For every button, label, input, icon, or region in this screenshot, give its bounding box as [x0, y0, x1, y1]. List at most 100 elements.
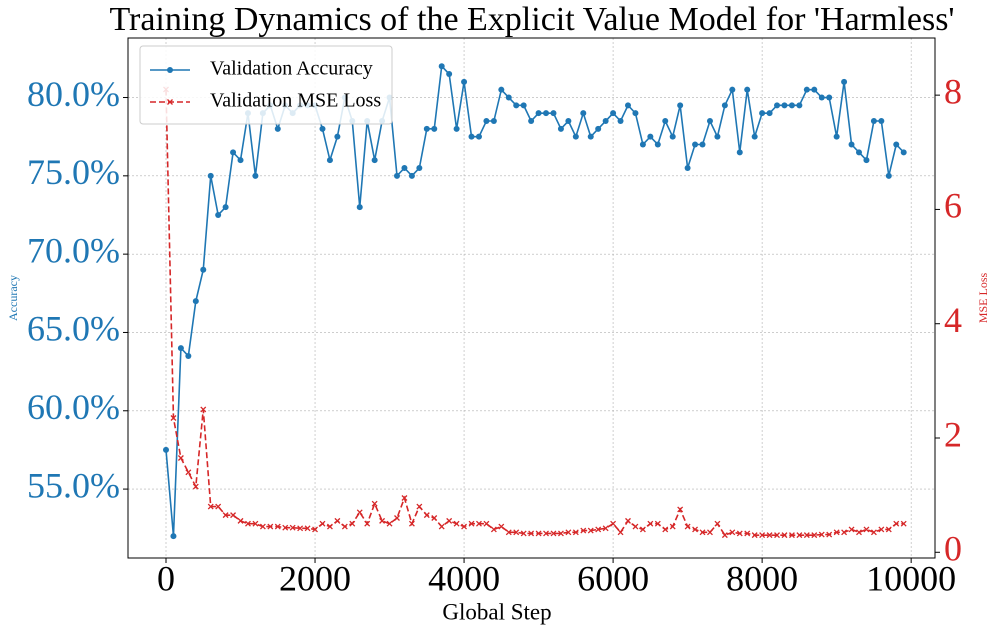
- point-marker: [856, 529, 862, 536]
- point-marker: [714, 520, 721, 527]
- point-marker: [394, 515, 400, 521]
- point-marker: [282, 524, 289, 531]
- series-line: [165, 64, 905, 537]
- point-marker: [699, 529, 706, 536]
- point-marker: [222, 512, 229, 519]
- point-marker: [543, 530, 549, 537]
- y2-tick-label: 2: [944, 414, 962, 454]
- point-marker: [617, 118, 624, 125]
- point-marker: [528, 530, 535, 537]
- x-tick-label: 10000: [866, 558, 956, 598]
- point-marker: [565, 529, 572, 536]
- point-marker: [595, 526, 602, 533]
- point-marker: [408, 172, 415, 179]
- point-marker: [401, 165, 408, 171]
- chart-title: Training Dynamics of the Explicit Value …: [109, 1, 954, 38]
- point-marker: [572, 529, 579, 536]
- point-marker: [885, 172, 892, 179]
- point-marker: [490, 526, 497, 533]
- point-marker: [304, 525, 311, 532]
- point-marker: [326, 157, 333, 164]
- point-marker: [468, 520, 475, 527]
- point-marker: [885, 526, 892, 533]
- point-marker: [669, 133, 676, 140]
- y2-tick-label: 6: [944, 186, 962, 226]
- plot-frame: [127, 37, 936, 559]
- legend-label: Validation Accuracy: [210, 58, 373, 80]
- point-marker: [170, 533, 177, 540]
- point-marker: [632, 523, 639, 530]
- point-marker: [811, 532, 818, 539]
- point-marker: [729, 529, 736, 536]
- point-marker: [654, 520, 661, 527]
- point-marker: [572, 133, 579, 140]
- point-marker: [550, 530, 557, 537]
- point-marker: [736, 530, 743, 537]
- point-marker: [684, 523, 691, 530]
- point-marker: [416, 165, 423, 171]
- point-marker: [401, 495, 408, 501]
- point-marker: [535, 110, 542, 117]
- point-marker: [230, 512, 237, 519]
- point-marker: [811, 86, 818, 93]
- point-marker: [714, 133, 721, 140]
- point-marker: [431, 125, 438, 132]
- point-marker: [557, 125, 564, 132]
- y-axis-label: Accuracy: [6, 275, 20, 321]
- point-marker: [803, 86, 810, 93]
- point-marker: [185, 352, 192, 359]
- point-marker: [669, 523, 676, 530]
- point-marker: [453, 520, 460, 527]
- point-marker: [848, 526, 855, 533]
- series-line: [165, 89, 904, 537]
- point-marker: [625, 517, 631, 524]
- point-marker: [677, 102, 684, 109]
- point-marker: [319, 125, 326, 132]
- point-marker: [654, 141, 661, 148]
- point-marker: [870, 529, 877, 536]
- point-marker: [446, 71, 453, 78]
- point-marker: [215, 503, 222, 510]
- point-marker: [371, 500, 378, 507]
- legend-marker: [167, 67, 173, 73]
- point-marker: [624, 102, 631, 109]
- point-marker: [423, 512, 430, 519]
- point-marker: [513, 529, 520, 536]
- point-marker: [461, 523, 468, 530]
- point-marker: [259, 523, 266, 530]
- point-marker: [446, 517, 453, 524]
- point-marker: [900, 520, 907, 527]
- point-marker: [237, 157, 244, 164]
- point-marker: [818, 531, 825, 538]
- x-tick-label: 2000: [279, 558, 351, 598]
- point-marker: [841, 78, 848, 85]
- point-marker: [528, 118, 535, 125]
- point-marker: [356, 509, 363, 516]
- point-marker: [818, 94, 825, 101]
- point-marker: [863, 157, 870, 164]
- point-marker: [177, 345, 184, 352]
- point-marker: [833, 133, 840, 140]
- point-marker: [707, 529, 713, 536]
- point-marker: [781, 532, 788, 539]
- point-marker: [319, 520, 326, 527]
- point-marker: [826, 531, 833, 538]
- point-marker: [207, 503, 214, 510]
- point-marker: [692, 141, 699, 148]
- point-marker: [848, 141, 855, 148]
- point-marker: [602, 525, 609, 532]
- point-marker: [163, 446, 170, 453]
- point-marker: [207, 172, 214, 179]
- point-marker: [438, 523, 445, 530]
- point-marker: [766, 532, 773, 539]
- point-marker: [863, 526, 870, 533]
- x-tick-label: 0: [157, 558, 175, 598]
- point-marker: [535, 530, 542, 537]
- point-marker: [490, 118, 497, 125]
- point-marker: [431, 515, 438, 521]
- point-marker: [706, 118, 713, 125]
- legend-marker: [167, 99, 173, 105]
- point-marker: [349, 520, 356, 527]
- point-marker: [461, 78, 468, 85]
- point-marker: [326, 523, 333, 530]
